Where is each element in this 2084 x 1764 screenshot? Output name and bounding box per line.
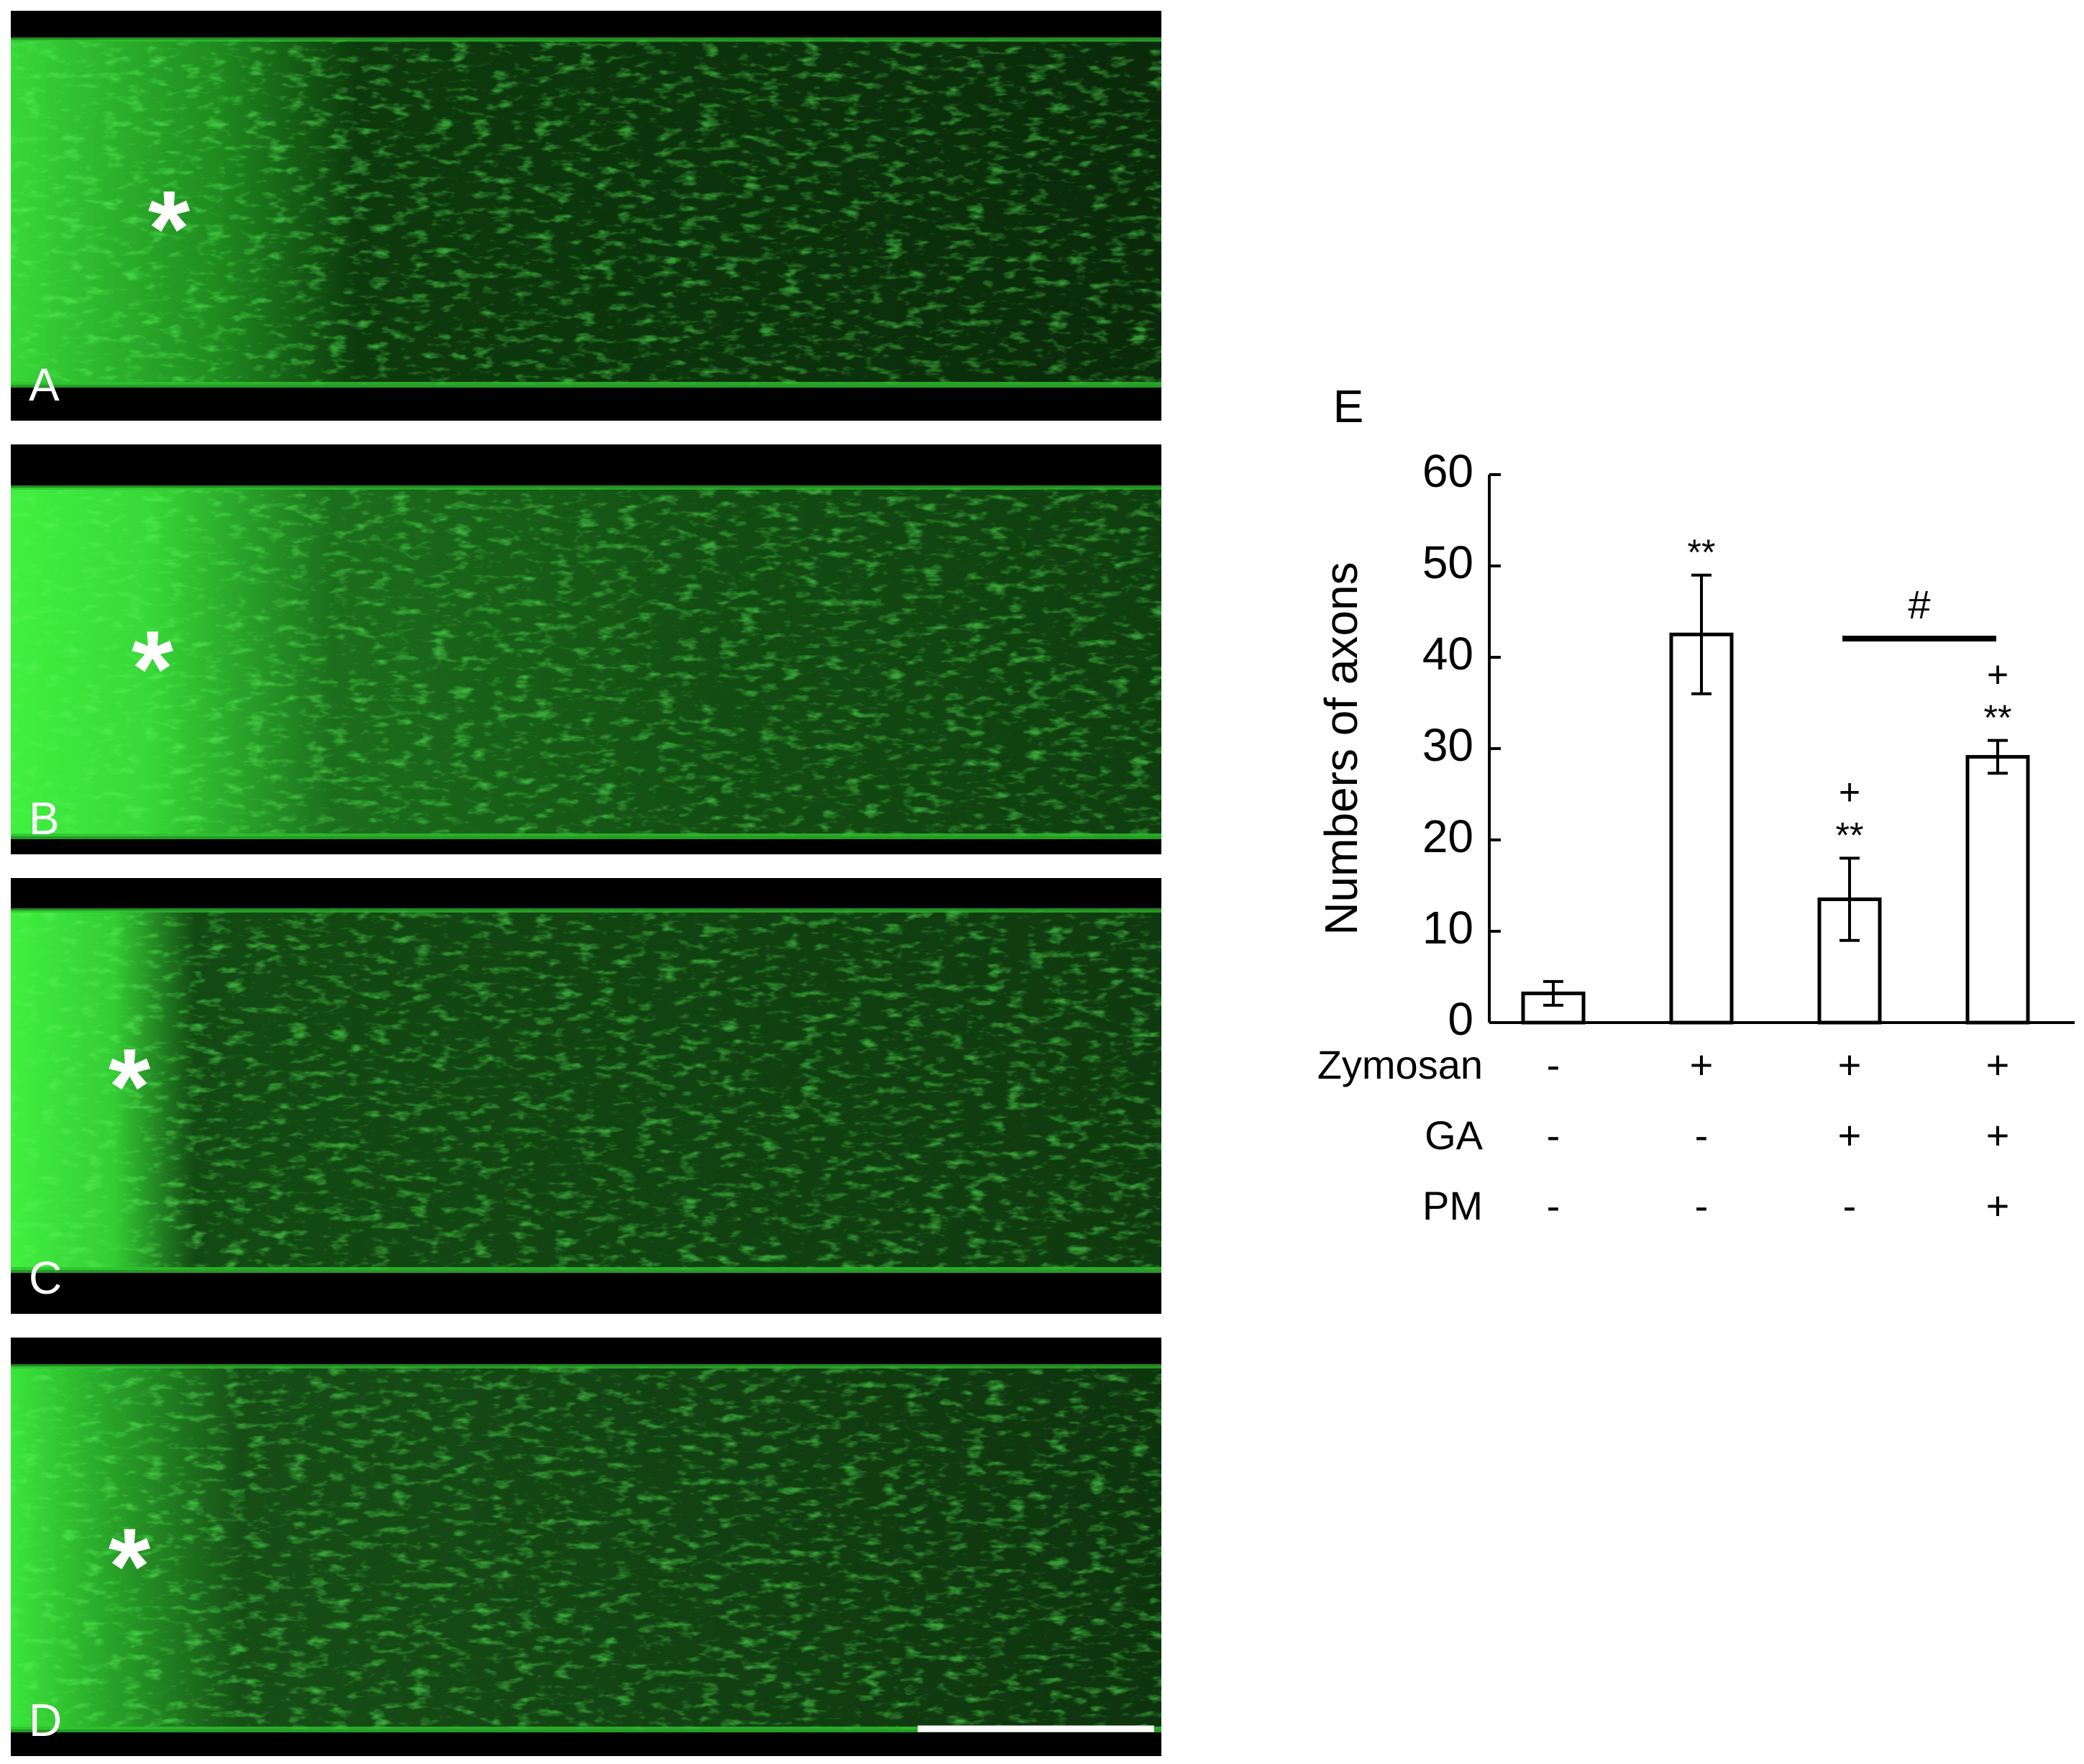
micrograph: B* xyxy=(11,444,1161,854)
error-bar xyxy=(1543,979,1563,1007)
tissue-texture xyxy=(11,488,1161,836)
condition-value: - xyxy=(1695,1183,1709,1228)
versus-label: + xyxy=(1839,772,1860,813)
y-axis-label: Numbers of axons xyxy=(1315,562,1367,935)
condition-name: PM xyxy=(1422,1183,1483,1228)
error-bar xyxy=(1988,739,2008,775)
panel-label: D xyxy=(29,1694,62,1746)
bar xyxy=(1965,754,2030,1025)
y-tick-label: 20 xyxy=(1422,810,1473,862)
micrograph: D* xyxy=(11,1338,1161,1756)
condition-value: + xyxy=(1838,1112,1862,1158)
tissue-texture xyxy=(11,910,1161,1270)
condition-value: - xyxy=(1547,1112,1560,1158)
micrograph-panels: A*B*C*D* xyxy=(11,11,1161,1756)
condition-value: + xyxy=(1690,1042,1714,1087)
comparison-label: # xyxy=(1908,582,1930,627)
condition-value: - xyxy=(1695,1112,1709,1158)
condition-value: + xyxy=(1986,1112,2010,1158)
micrograph: A* xyxy=(11,11,1161,421)
panel-label: C xyxy=(29,1252,62,1304)
condition-name: Zymosan xyxy=(1317,1042,1483,1087)
lesion-marker: * xyxy=(109,1026,151,1147)
lesion-marker: * xyxy=(148,168,191,289)
y-tick-label: 10 xyxy=(1422,902,1473,954)
y-tick-label: 60 xyxy=(1422,445,1473,497)
condition-value: + xyxy=(1986,1183,2010,1228)
condition-name: GA xyxy=(1425,1112,1484,1158)
lesion-marker: * xyxy=(132,608,174,729)
lesion-marker: * xyxy=(109,1506,151,1627)
micrograph: C* xyxy=(11,878,1161,1314)
panel-label: E xyxy=(1333,380,1364,432)
versus-label: + xyxy=(1987,654,2008,695)
tissue-texture xyxy=(11,40,1161,385)
error-bar xyxy=(1840,856,1860,942)
condition-value: - xyxy=(1547,1042,1560,1087)
tissue-texture xyxy=(11,1366,1161,1729)
condition-value: - xyxy=(1843,1183,1857,1228)
condition-value: + xyxy=(1986,1042,2010,1087)
condition-value: + xyxy=(1838,1042,1862,1087)
panel-label: A xyxy=(29,359,60,411)
significance-label: ** xyxy=(1688,532,1716,572)
y-tick-label: 40 xyxy=(1422,628,1473,680)
y-tick-label: 30 xyxy=(1422,719,1473,771)
y-tick-label: 50 xyxy=(1422,536,1473,588)
y-tick-label: 0 xyxy=(1448,993,1473,1045)
panel-label: B xyxy=(29,792,60,844)
bar-chart: E Numbers of axons 0102030405060****+**+… xyxy=(1315,380,2075,1228)
significance-label: ** xyxy=(1984,698,2012,738)
significance-label: ** xyxy=(1836,815,1864,856)
error-bar xyxy=(1691,573,1711,695)
condition-value: - xyxy=(1547,1183,1560,1228)
